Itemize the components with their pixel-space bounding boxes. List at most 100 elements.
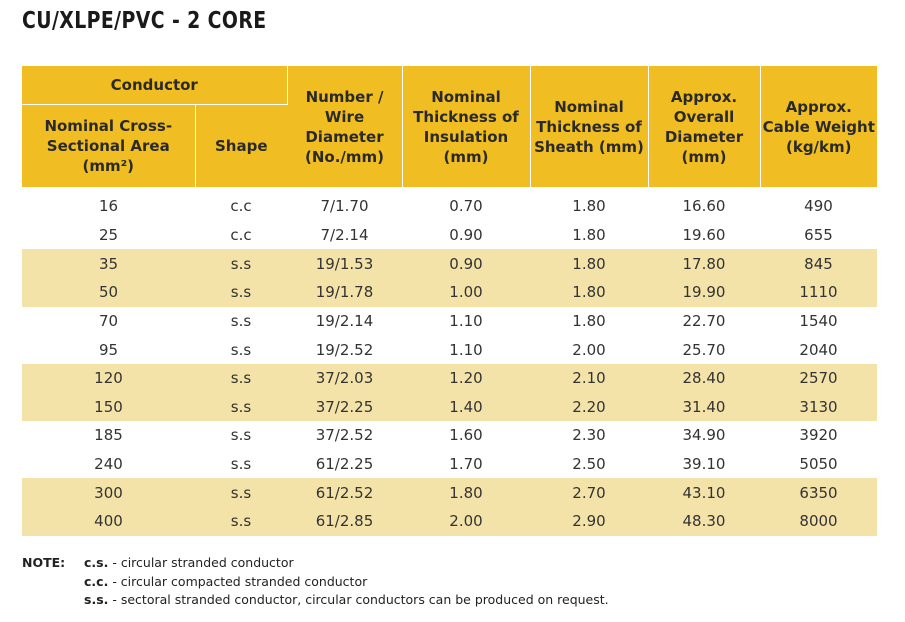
cell-shape: s.s xyxy=(195,478,287,508)
note-line: s.s. - sectoral stranded conductor, circ… xyxy=(22,591,609,610)
header-cross-sectional-area: Nominal Cross-Sectional Area (mm²) xyxy=(22,104,196,188)
cell-area: 120 xyxy=(22,363,195,393)
cell-shape: s.s xyxy=(195,249,287,278)
cell-wire: 61/2.25 xyxy=(315,455,374,474)
cell-area: 25 xyxy=(98,225,119,244)
cell-wire: 37/2.03 xyxy=(287,363,402,393)
table-row: 70 s.s 19/2.14 1.10 1.80 22.70 1540 xyxy=(22,307,877,336)
cell-wire: 61/2.85 xyxy=(287,507,402,536)
cell-diameter: 19.90 xyxy=(648,277,760,307)
cell-diameter: 31.40 xyxy=(648,392,760,422)
cell-weight: 2040 xyxy=(799,340,838,359)
cell-diameter: 39.10 xyxy=(682,455,726,474)
cell-insulation: 1.60 xyxy=(449,426,483,445)
cell-wire: 7/2.14 xyxy=(320,225,369,244)
cell-insulation: 0.90 xyxy=(402,249,530,278)
cell-sheath: 1.80 xyxy=(572,311,606,330)
cell-sheath: 2.00 xyxy=(572,340,606,359)
cell-insulation: 1.10 xyxy=(449,340,483,359)
cell-shape: s.s xyxy=(230,311,252,330)
note-label: NOTE: xyxy=(22,555,66,570)
note-code: s.s. xyxy=(84,592,109,607)
cell-diameter: 17.80 xyxy=(648,249,760,278)
cell-area: 300 xyxy=(22,478,195,508)
table-row: 150 s.s 37/2.25 1.40 2.20 31.40 3130 xyxy=(22,392,877,422)
table-row: 120 s.s 37/2.03 1.20 2.10 28.40 2570 xyxy=(22,363,877,393)
cell-insulation: 1.70 xyxy=(449,455,483,474)
notes-section: NOTE: c.s. - circular stranded conductor … xyxy=(22,554,609,610)
cell-shape: c.c xyxy=(230,197,252,216)
cell-sheath: 2.90 xyxy=(530,507,648,536)
cell-area: 35 xyxy=(22,249,195,278)
cell-wire: 37/2.52 xyxy=(315,426,374,445)
table-row: 50 s.s 19/1.78 1.00 1.80 19.90 1110 xyxy=(22,277,877,307)
note-text: - circular stranded conductor xyxy=(112,555,294,570)
cell-insulation: 2.00 xyxy=(402,507,530,536)
cell-diameter: 16.60 xyxy=(682,197,726,216)
cell-shape: c.c xyxy=(230,225,252,244)
cell-area: 50 xyxy=(22,277,195,307)
cell-area: 185 xyxy=(94,426,123,445)
table-row: 16 c.c 7/1.70 0.70 1.80 16.60 490 xyxy=(22,188,877,221)
cell-weight: 845 xyxy=(760,249,877,278)
note-line: c.c. - circular compacted stranded condu… xyxy=(22,573,609,592)
cell-sheath: 2.10 xyxy=(530,363,648,393)
cell-shape: s.s xyxy=(230,455,252,474)
cell-insulation: 1.20 xyxy=(402,363,530,393)
table-row: 95 s.s 19/2.52 1.10 2.00 25.70 2040 xyxy=(22,335,877,364)
cell-area: 16 xyxy=(98,197,119,216)
cell-diameter: 43.10 xyxy=(648,478,760,508)
cell-weight: 6350 xyxy=(760,478,877,508)
cell-sheath: 1.80 xyxy=(530,277,648,307)
cell-sheath: 2.50 xyxy=(572,455,606,474)
cell-weight: 3920 xyxy=(799,426,838,445)
table-row: 35 s.s 19/1.53 0.90 1.80 17.80 845 xyxy=(22,249,877,278)
cell-diameter: 28.40 xyxy=(648,363,760,393)
cell-insulation: 1.80 xyxy=(402,478,530,508)
cell-area: 70 xyxy=(98,311,119,330)
cell-insulation: 0.70 xyxy=(449,197,483,216)
cell-wire: 19/1.53 xyxy=(287,249,402,278)
cell-weight: 490 xyxy=(804,197,833,216)
table-row: 300 s.s 61/2.52 1.80 2.70 43.10 6350 xyxy=(22,478,877,508)
cell-weight: 655 xyxy=(804,225,833,244)
note-line: NOTE: c.s. - circular stranded conductor xyxy=(22,554,609,573)
cell-insulation: 0.90 xyxy=(449,225,483,244)
cell-sheath: 1.80 xyxy=(572,197,606,216)
cell-area: 240 xyxy=(94,455,123,474)
header-cable-weight: Approx. Cable Weight (kg/km) xyxy=(760,66,877,188)
page-title: CU/XLPE/PVC - 2 CORE xyxy=(22,8,267,34)
note-code: c.s. xyxy=(84,555,109,570)
cell-wire: 19/2.52 xyxy=(315,340,374,359)
cell-sheath: 2.20 xyxy=(530,392,648,422)
cell-diameter: 25.70 xyxy=(682,340,726,359)
header-overall-diameter: Approx. Overall Diameter (mm) xyxy=(648,66,761,188)
cell-sheath: 2.30 xyxy=(572,426,606,445)
cell-weight: 1540 xyxy=(799,311,838,330)
cell-shape: s.s xyxy=(195,363,287,393)
cell-wire: 37/2.25 xyxy=(287,392,402,422)
cell-insulation: 1.10 xyxy=(449,311,483,330)
header-conductor: Conductor xyxy=(22,66,288,105)
cell-diameter: 22.70 xyxy=(682,311,726,330)
cell-weight: 8000 xyxy=(760,507,877,536)
cell-area: 95 xyxy=(98,340,119,359)
cell-insulation: 1.00 xyxy=(402,277,530,307)
cell-weight: 2570 xyxy=(760,363,877,393)
cell-diameter: 19.60 xyxy=(682,225,726,244)
cell-shape: s.s xyxy=(195,277,287,307)
header-shape: Shape xyxy=(195,104,287,188)
table-row: 400 s.s 61/2.85 2.00 2.90 48.30 8000 xyxy=(22,507,877,536)
cable-spec-table: Conductor Number / Wire Diameter (No./mm… xyxy=(22,66,877,536)
cell-diameter: 34.90 xyxy=(682,426,726,445)
table-row: 25 c.c 7/2.14 0.90 1.80 19.60 655 xyxy=(22,221,877,250)
table-row: 240 s.s 61/2.25 1.70 2.50 39.10 5050 xyxy=(22,450,877,479)
cell-diameter: 48.30 xyxy=(648,507,760,536)
cell-wire: 19/1.78 xyxy=(287,277,402,307)
note-code: c.c. xyxy=(84,573,109,589)
cell-weight: 3130 xyxy=(760,392,877,422)
note-text: - circular compacted stranded conductor xyxy=(112,573,368,589)
cell-shape: s.s xyxy=(195,507,287,536)
cell-wire: 19/2.14 xyxy=(315,311,374,330)
cell-weight: 5050 xyxy=(799,455,838,474)
